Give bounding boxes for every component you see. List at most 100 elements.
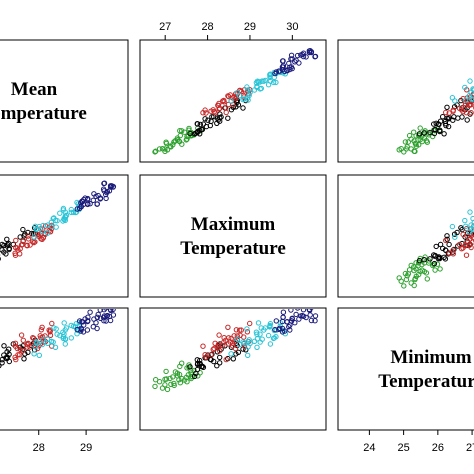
scatter-point: [170, 142, 176, 148]
scatter-point: [70, 209, 77, 216]
scatter-point: [24, 344, 30, 350]
scatter-point: [197, 121, 204, 128]
scatter-point: [245, 97, 251, 103]
scatter-point: [211, 345, 217, 352]
scatter-point: [200, 343, 206, 349]
scatter-point: [220, 342, 226, 349]
scatter-point: [288, 309, 294, 313]
diagonal-label-max-line1: Maximum: [191, 214, 276, 235]
scatter-point: [272, 326, 278, 333]
scatter-point: [240, 346, 246, 352]
scatter-point: [271, 335, 277, 341]
scatter-point: [0, 357, 5, 363]
scatter-point: [441, 131, 447, 137]
scatter-point: [282, 68, 288, 75]
scatter-point: [463, 223, 469, 230]
scatter-point: [203, 110, 209, 116]
scatter-point: [223, 109, 229, 116]
scatter-point: [181, 377, 188, 383]
scatter-point: [437, 241, 444, 248]
scatter-point: [308, 49, 315, 56]
scatter-point: [277, 325, 283, 331]
scatter-point: [245, 87, 251, 93]
scatter-point: [412, 276, 418, 283]
scatter-point: [200, 110, 206, 116]
scatter-point: [208, 118, 214, 125]
scatter-point: [103, 195, 109, 202]
scatter-point: [470, 239, 474, 245]
scatter-point: [433, 120, 439, 127]
scatter-point: [78, 200, 84, 206]
scatter-point: [452, 234, 458, 240]
scatter-point: [471, 219, 474, 225]
scatter-point: [40, 337, 46, 343]
scatter-point: [38, 236, 44, 242]
scatter-point: [467, 78, 473, 84]
scatter-point: [232, 345, 239, 352]
scatter-point: [24, 242, 30, 249]
scatter-point: [233, 327, 240, 333]
scatter-point: [1, 343, 7, 349]
scatter-point: [404, 273, 410, 279]
scatter-point: [94, 314, 101, 320]
scatter-point: [85, 201, 91, 207]
scatter-point: [427, 256, 433, 262]
scatter-point: [101, 309, 107, 313]
scatter-point: [405, 139, 411, 145]
scatter-point: [85, 314, 91, 320]
scatter-point: [307, 312, 313, 318]
scatter-point: [296, 60, 302, 66]
scatter-point: [101, 188, 107, 194]
scatter-point: [288, 52, 295, 58]
scatter-point: [74, 199, 80, 206]
scatter-point: [159, 385, 166, 391]
scatter-point: [63, 212, 70, 219]
scatter-point: [231, 333, 237, 339]
scatter-point: [68, 335, 75, 341]
scatter-point: [33, 339, 39, 345]
scatter-point: [228, 351, 234, 357]
scatter-point: [296, 316, 302, 322]
scatter-point: [431, 261, 437, 267]
panel-mean-vs-mean: [0, 39, 129, 163]
scatter-point: [306, 49, 313, 56]
scatter-point: [162, 148, 168, 155]
scatter-point: [172, 369, 179, 375]
scatter-point: [17, 246, 23, 252]
scatter-point: [449, 223, 456, 230]
scatter-point: [280, 64, 286, 70]
scatter-point: [254, 331, 260, 337]
scatter-point: [52, 344, 59, 350]
scatter-point: [265, 82, 272, 88]
scatter-point: [437, 266, 443, 272]
scatter-point: [404, 144, 410, 150]
scatter-point: [163, 140, 170, 147]
scatter-point: [94, 201, 101, 207]
scatter-point: [214, 120, 220, 127]
scatter-point: [47, 228, 54, 235]
scatter-point: [60, 334, 67, 340]
scatter-point: [308, 317, 315, 324]
tick-label: 28: [201, 21, 213, 33]
scatter-point: [187, 364, 193, 370]
scatter-point: [289, 315, 295, 321]
scatter-point: [184, 136, 190, 142]
scatter-point: [306, 309, 313, 313]
scatter-point: [202, 352, 208, 358]
scatter-point: [167, 375, 173, 382]
scatter-point: [179, 128, 185, 134]
scatter-point: [270, 79, 277, 86]
scatter-point: [223, 356, 229, 363]
scatter-point: [25, 236, 32, 242]
scatter-point: [177, 132, 184, 139]
tick-label: 30: [286, 21, 298, 33]
scatter-point: [470, 97, 474, 104]
scatter-point: [225, 93, 231, 99]
scatter-point: [95, 311, 101, 318]
scatter-point: [411, 282, 417, 289]
scatter-point: [217, 111, 223, 117]
scatter-point: [303, 54, 309, 60]
scatter-point: [163, 368, 169, 375]
scatter-point: [31, 351, 37, 357]
scatter-point: [437, 128, 443, 135]
